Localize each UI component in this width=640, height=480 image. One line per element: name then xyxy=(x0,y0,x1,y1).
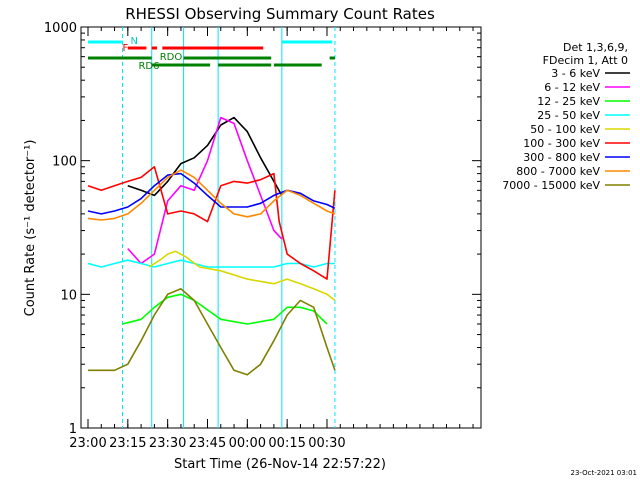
legend-item-label: 300 - 800 keV xyxy=(523,151,600,164)
plot-frame xyxy=(80,26,482,429)
flag-label: RD6 xyxy=(138,61,159,72)
x-tick-label: 00:15 xyxy=(268,436,305,451)
series-line-4 xyxy=(148,250,336,302)
legend-header-2: FDecim 1, Att 0 xyxy=(543,54,628,67)
y-tick-label: 1000 xyxy=(44,21,77,36)
legend-item-label: 800 - 7000 keV xyxy=(516,165,600,178)
legend-item-label: 100 - 300 keV xyxy=(523,137,600,150)
legend-item-label: 25 - 50 keV xyxy=(537,109,600,122)
y-tick-label: 1 xyxy=(69,422,77,437)
x-axis-label: Start Time (26-Nov-14 22:57:22) xyxy=(174,457,386,472)
y-tick-label: 10 xyxy=(60,288,77,303)
series-line-8 xyxy=(88,287,336,376)
series-line-7 xyxy=(87,169,336,221)
series-line-2 xyxy=(122,293,328,325)
series-line-1 xyxy=(127,116,283,265)
series-line-5 xyxy=(87,166,336,280)
legend-item-label: 50 - 100 keV xyxy=(530,123,600,136)
flag-label: RDO xyxy=(160,52,183,63)
timestamp: 23-Oct-2021 03:01 xyxy=(571,469,637,477)
x-tick-label: 23:30 xyxy=(149,436,186,451)
x-tick-label: 00:00 xyxy=(229,436,266,451)
flag-label: N xyxy=(130,36,137,47)
y-axis-label: Count Rate (s⁻¹ detector⁻¹) xyxy=(23,140,38,317)
series-line-0 xyxy=(127,116,283,197)
x-tick-label: 23:00 xyxy=(69,436,106,451)
x-tick-label: 23:15 xyxy=(109,436,146,451)
legend-item-label: 3 - 6 keV xyxy=(551,67,600,80)
legend-item-label: 12 - 25 keV xyxy=(537,95,600,108)
x-tick-label: 00:30 xyxy=(308,436,345,451)
legend-item-label: 6 - 12 keV xyxy=(544,81,600,94)
flag-label: F xyxy=(123,43,129,54)
series-line-6 xyxy=(87,172,336,215)
plot-area: 1 10 100 1000 23:00 23:15 23:30 23:45 00:00 00:15… xyxy=(44,21,482,451)
x-tick-label: 23:45 xyxy=(189,436,226,451)
y-tick-label: 100 xyxy=(52,155,77,170)
legend-item-label: 7000 - 15000 keV xyxy=(502,179,600,192)
legend-header-1: Det 1,3,6,9, xyxy=(563,41,628,54)
chart-title: RHESSI Observing Summary Count Rates xyxy=(125,5,435,23)
